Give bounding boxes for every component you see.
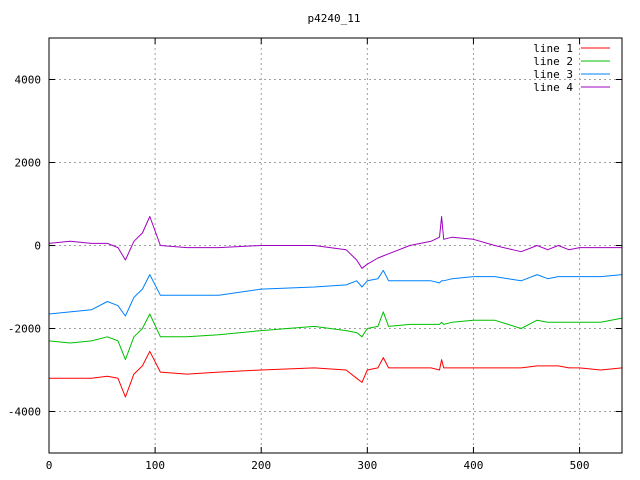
y-tick-label: 4000 [15,74,42,87]
series-line-3 [48,269,623,317]
y-tick-label: 2000 [15,157,42,170]
legend-label-3: line 3 [533,68,573,81]
x-tick-label: 300 [357,459,377,472]
y-tick-label: -4000 [8,406,41,419]
series-line-1 [49,350,623,398]
x-tick-label: 200 [251,459,271,472]
x-tick-label: 500 [570,459,590,472]
x-tick-label: 100 [145,459,165,472]
legend-label-2: line 2 [533,55,573,68]
legend-label-1: line 1 [533,42,573,55]
axis-ticks: 0 100 200 300 400 500 -4000 -2000 0 2000 4000 [8,38,622,472]
legend-label-4: line 4 [533,81,573,94]
x-tick-label: 400 [464,459,484,472]
y-tick-label: 0 [34,240,41,253]
series-line-2 [48,311,623,361]
y-tick-label: -2000 [8,323,41,336]
x-tick-label: 0 [46,459,53,472]
series-line-4 [48,216,622,269]
grid [49,38,622,453]
plot-frame [48,37,623,454]
chart-title: p4240_11 [308,12,361,25]
series-group [48,216,623,398]
